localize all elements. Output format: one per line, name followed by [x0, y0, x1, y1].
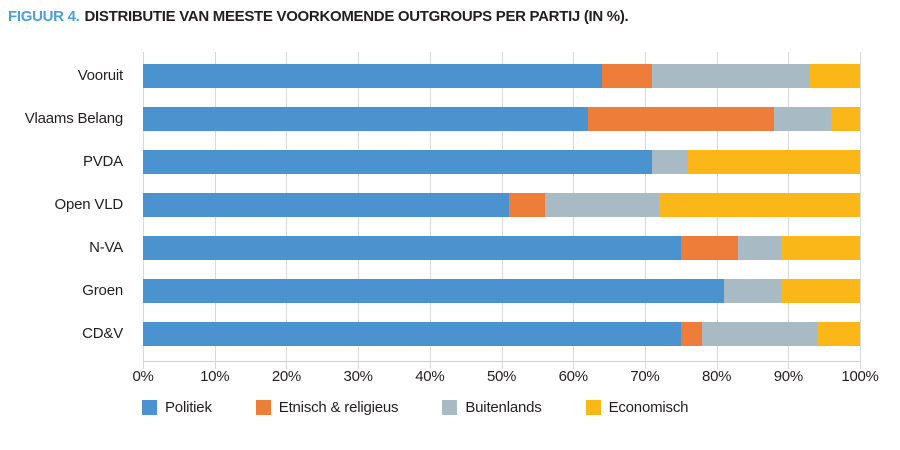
legend-label-politiek: Politiek	[165, 399, 212, 416]
x-tick-label-20pct: 20%	[271, 368, 301, 385]
bar-vlaams-belang	[143, 107, 860, 131]
x-tick-label-60pct: 60%	[558, 368, 588, 385]
bar-segment-vlaams-belang-economisch	[831, 107, 860, 131]
bar-segment-cd-v-economisch	[816, 322, 860, 346]
x-tick-label-10pct: 10%	[200, 368, 230, 385]
bar-segment-vooruit-buitenlands	[652, 64, 810, 88]
bar-segment-pvda-buitenlands	[652, 150, 688, 174]
bar-segment-vooruit-etnisch-religieus	[601, 64, 653, 88]
x-tick-label-30pct: 30%	[343, 368, 373, 385]
legend: Politiek Etnisch & religieus Buitenlands Ec…	[142, 399, 732, 416]
category-label-n-va: N-VA	[89, 239, 123, 256]
category-label-groen: Groen	[82, 282, 123, 299]
legend-item-economisch: Economisch	[585, 399, 689, 416]
bar-segment-open-vld-etnisch-religieus	[508, 193, 545, 217]
bar-pvda	[143, 150, 860, 174]
x-tick-label-70pct: 70%	[630, 368, 660, 385]
legend-swatch-politiek	[142, 400, 157, 415]
legend-label-etnisch-religieus: Etnisch & religieus	[278, 399, 399, 416]
x-tick-label-50pct: 50%	[486, 368, 517, 385]
x-axis-line	[143, 361, 861, 362]
bar-segment-pvda-politiek	[143, 150, 653, 174]
bar-n-va	[143, 236, 860, 260]
category-axis-labels: Vooruit Vlaams Belang PVDA Open VLD N-VA Groe…	[0, 52, 133, 362]
bar-segment-vooruit-economisch	[809, 64, 860, 88]
figure-caption: DISTRIBUTIE VAN MEESTE VOORKOMENDE OUTGR…	[84, 8, 629, 25]
bar-segment-groen-politiek	[143, 279, 724, 303]
bar-segment-pvda-economisch	[687, 150, 860, 174]
bar-cd-v	[143, 322, 860, 346]
legend-swatch-economisch	[585, 400, 601, 415]
bar-segment-open-vld-politiek	[143, 193, 509, 217]
x-tick-label-80pct: 80%	[702, 368, 732, 385]
x-tick-label-0pct: 0%	[132, 368, 154, 385]
gridline-100%	[860, 52, 861, 369]
bar-segment-vlaams-belang-etnisch-religieus	[587, 107, 774, 131]
bar-segment-cd-v-politiek	[143, 322, 681, 346]
legend-label-economisch: Economisch	[608, 399, 689, 416]
bar-segment-n-va-buitenlands	[738, 236, 782, 260]
legend-item-buitenlands: Buitenlands	[442, 399, 542, 416]
figure-title: FIGUUR 4. DISTRIBUTIE VAN MEESTE VOORKOME…	[8, 8, 888, 25]
bar-segment-vooruit-politiek	[143, 64, 602, 88]
x-tick-label-90pct: 90%	[773, 368, 803, 385]
bar-segment-cd-v-buitenlands	[702, 322, 817, 346]
bar-segment-groen-buitenlands	[723, 279, 782, 303]
category-label-open-vld: Open VLD	[54, 196, 124, 213]
bar-segment-vlaams-belang-politiek	[143, 107, 588, 131]
bar-segment-open-vld-buitenlands	[544, 193, 660, 217]
bar-segment-cd-v-etnisch-religieus	[680, 322, 703, 346]
category-label-cd-v: CD&V	[82, 325, 123, 342]
bar-segment-vlaams-belang-buitenlands	[773, 107, 832, 131]
bar-segment-n-va-politiek	[143, 236, 681, 260]
legend-label-buitenlands: Buitenlands	[465, 399, 542, 416]
legend-swatch-buitenlands	[442, 400, 458, 415]
x-tick-label-100pct: 100%	[841, 368, 879, 385]
category-label-pvda: PVDA	[82, 153, 123, 170]
bar-groen	[143, 279, 860, 303]
plot-area	[143, 52, 861, 369]
legend-item-etnisch-religieus: Etnisch & religieus	[255, 399, 399, 416]
x-axis-tick-labels: 0% 10% 20% 30% 40% 50% 60% 70% 80% 90% 100%	[132, 368, 878, 388]
category-label-vlaams-belang: Vlaams Belang	[24, 110, 123, 127]
category-label-vooruit: Vooruit	[77, 67, 124, 84]
legend-item-politiek: Politiek	[142, 399, 212, 416]
legend-swatch-etnisch-religieus	[255, 400, 271, 415]
bar-open-vld	[143, 193, 860, 217]
bar-segment-n-va-economisch	[781, 236, 860, 260]
bar-segment-open-vld-economisch	[659, 193, 860, 217]
bar-vooruit	[143, 64, 860, 88]
bar-segment-groen-economisch	[781, 279, 860, 303]
x-tick-label-40pct: 40%	[415, 368, 445, 385]
bar-segment-n-va-etnisch-religieus	[680, 236, 739, 260]
figure-number-label: FIGUUR 4.	[8, 8, 80, 25]
